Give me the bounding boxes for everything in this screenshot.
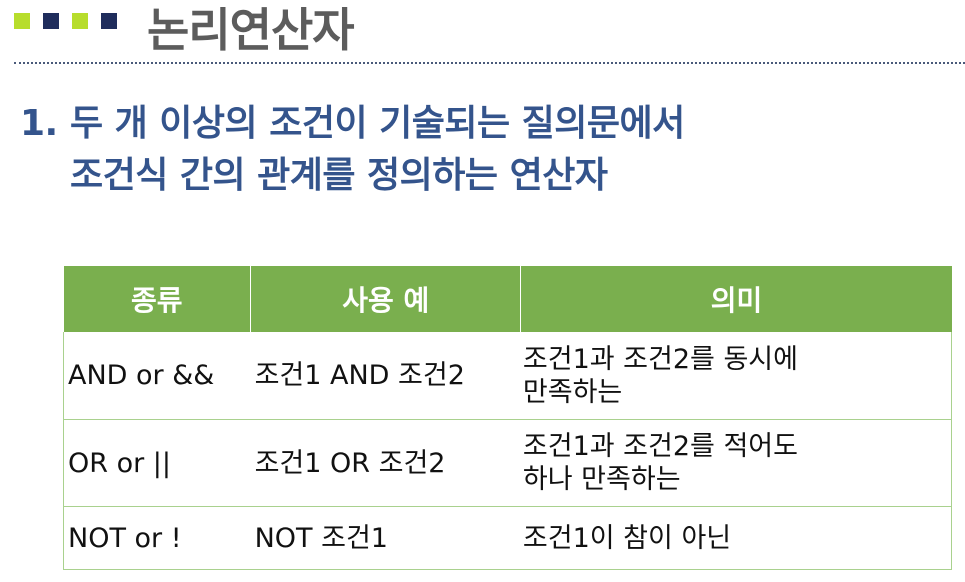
cell-meaning: 조건1과 조건2를 동시에 만족하는 bbox=[520, 332, 952, 420]
table-row: NOT or ! NOT 조건1 조건1이 참이 아닌 bbox=[62, 506, 952, 570]
column-header-type: 종류 bbox=[63, 266, 252, 332]
square-lime-2 bbox=[72, 13, 88, 29]
column-header-example: 사용 예 bbox=[250, 266, 522, 332]
decorative-squares bbox=[14, 13, 117, 29]
heading-line-2: 조건식 간의 관계를 정의하는 연산자 bbox=[70, 155, 608, 196]
heading-text-1: 두 개 이상의 조건이 기술되는 질의문에서 bbox=[70, 103, 685, 144]
meaning-line-2: 만족하는 bbox=[522, 376, 623, 408]
cell-meaning: 조건1이 참이 아닌 bbox=[520, 506, 952, 570]
section-heading: 1. 두 개 이상의 조건이 기술되는 질의문에서 조건식 간의 관계를 정의하는… bbox=[20, 98, 685, 202]
heading-number: 1. bbox=[20, 103, 58, 144]
column-header-meaning: 의미 bbox=[520, 266, 952, 332]
page-title: 논리연산자 bbox=[147, 3, 355, 57]
table-row: OR or || 조건1 OR 조건2 조건1과 조건2를 적어도 하나 만족하… bbox=[62, 419, 952, 507]
slide-header: 논리연산자 bbox=[0, 0, 965, 64]
square-lime-1 bbox=[14, 13, 30, 29]
meaning-line-2: 하나 만족하는 bbox=[522, 464, 681, 495]
table-header-row: 종류 사용 예 의미 bbox=[63, 266, 952, 332]
meaning-line-1: 조건1과 조건2를 동시에 bbox=[522, 343, 798, 375]
cell-type: NOT or ! bbox=[62, 506, 251, 570]
logical-operators-table: 종류 사용 예 의미 AND or && 조건1 AND 조건2 조건1과 조건… bbox=[62, 266, 952, 570]
cell-example: 조건1 OR 조건2 bbox=[250, 419, 521, 507]
square-navy-2 bbox=[101, 13, 117, 29]
cell-type: AND or && bbox=[62, 332, 251, 420]
meaning-line-1: 조건1이 참이 아닌 bbox=[522, 522, 732, 554]
meaning-line-1: 조건1과 조건2를 적어도 bbox=[522, 431, 798, 462]
heading-line-1: 1. 두 개 이상의 조건이 기술되는 질의문에서 bbox=[20, 98, 685, 150]
cell-example: 조건1 AND 조건2 bbox=[250, 332, 521, 420]
cell-example: NOT 조건1 bbox=[250, 506, 521, 570]
cell-type: OR or || bbox=[62, 419, 251, 507]
cell-meaning: 조건1과 조건2를 적어도 하나 만족하는 bbox=[520, 419, 952, 507]
dotted-divider bbox=[14, 62, 965, 64]
square-navy-1 bbox=[43, 13, 59, 29]
table-row: AND or && 조건1 AND 조건2 조건1과 조건2를 동시에 만족하는 bbox=[62, 332, 952, 420]
